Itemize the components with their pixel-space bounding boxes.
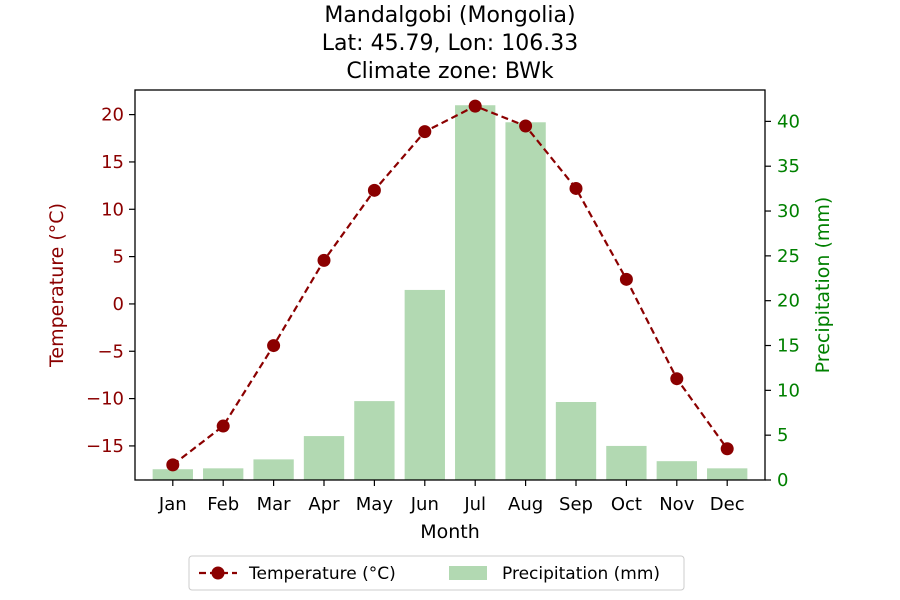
legend-precipitation-label: Precipitation (mm) xyxy=(502,564,660,584)
month-tick-label: Sep xyxy=(559,494,593,515)
precipitation-bar xyxy=(253,459,294,480)
month-tick-label: Jun xyxy=(410,494,439,515)
month-tick-label: Oct xyxy=(611,494,642,515)
plot-frame xyxy=(134,89,766,481)
precipitation-tick-label: 20 xyxy=(777,291,800,312)
temperature-tick-label: 10 xyxy=(101,199,124,220)
precipitation-tick-label: 35 xyxy=(777,156,800,177)
month-tick-label: Feb xyxy=(207,494,239,515)
precipitation-tick-label: 15 xyxy=(777,336,800,357)
temperature-point xyxy=(216,419,230,433)
precipitation-tick-label: 30 xyxy=(777,201,800,222)
month-tick-label: May xyxy=(356,494,394,515)
precipitation-bar xyxy=(606,445,647,480)
month-tick-label: Aug xyxy=(508,494,543,515)
temperature-point xyxy=(670,372,684,386)
legend-box xyxy=(188,555,685,591)
precipitation-bar xyxy=(555,402,597,480)
precipitation-bar xyxy=(203,468,244,480)
temperature-tick-label: 5 xyxy=(113,247,124,268)
precipitation-tick-label: 40 xyxy=(777,111,800,132)
temperature-tick-label: 20 xyxy=(101,105,124,126)
chart-title-line: Lat: 45.79, Lon: 106.33 xyxy=(322,31,578,56)
legend-precipitation-swatch xyxy=(449,566,487,580)
month-tick-label: Apr xyxy=(308,494,340,515)
precipitation-bar xyxy=(656,461,697,480)
temperature-line-layer xyxy=(166,99,734,472)
temperature-line xyxy=(172,104,729,466)
month-tick-label: Jul xyxy=(463,494,486,515)
x-axis-label: Month xyxy=(420,521,480,543)
month-tick-label: Nov xyxy=(659,494,694,515)
legend: Temperature (°C) Precipitation (mm) xyxy=(188,555,685,591)
temperature-tick-label: 0 xyxy=(113,294,124,315)
precipitation-bar xyxy=(303,436,345,480)
temperature-tick-label: −15 xyxy=(86,436,124,457)
precipitation-tick-label: 25 xyxy=(777,246,800,267)
month-tick-label: Dec xyxy=(710,494,745,515)
legend-temperature-label: Temperature (°C) xyxy=(248,564,396,584)
temperature-point xyxy=(569,181,583,195)
temperature-axis: −15 −10 −5 0 5 10 15 20 xyxy=(86,105,135,457)
temperature-tick-label: −5 xyxy=(97,341,124,362)
precipitation-bar xyxy=(455,105,496,480)
precipitation-axis-label: Precipitation (mm) xyxy=(812,197,834,374)
precipitation-tick-label: 10 xyxy=(777,380,800,401)
chart-title-line: Climate zone: BWk xyxy=(346,59,554,84)
temperature-point xyxy=(468,99,482,113)
precipitation-bars xyxy=(152,105,748,480)
precipitation-tick-label: 5 xyxy=(777,425,788,446)
temperature-point xyxy=(619,272,633,286)
temperature-point xyxy=(519,119,533,133)
chart-title: Mandalgobi (Mongolia) Lat: 45.79, Lon: 10… xyxy=(322,3,578,84)
temperature-point xyxy=(418,125,432,139)
temperature-point xyxy=(367,183,381,197)
temperature-point xyxy=(267,339,281,353)
temperature-axis-label: Temperature (°C) xyxy=(46,203,68,368)
temperature-point xyxy=(166,458,180,472)
temperature-tick-label: 15 xyxy=(101,152,124,173)
precipitation-bar xyxy=(707,468,748,480)
precipitation-axis: 0 5 10 15 20 25 30 35 40 xyxy=(765,111,800,491)
temperature-point xyxy=(720,442,734,456)
month-axis: Jan Feb Mar Apr May Jun Jul Aug Sep Oct Nov Dec xyxy=(158,480,745,515)
temperature-point xyxy=(317,253,331,267)
precipitation-bar xyxy=(505,122,546,480)
month-tick-label: Mar xyxy=(257,494,292,515)
precipitation-bar xyxy=(354,401,395,480)
temperature-tick-label: −10 xyxy=(86,389,124,410)
chart-title-line: Mandalgobi (Mongolia) xyxy=(324,3,575,28)
precipitation-tick-label: 0 xyxy=(777,470,788,491)
legend-temperature-marker xyxy=(211,566,225,580)
month-tick-label: Jan xyxy=(158,494,187,515)
precipitation-bar xyxy=(404,289,445,480)
precipitation-bar xyxy=(152,469,193,480)
